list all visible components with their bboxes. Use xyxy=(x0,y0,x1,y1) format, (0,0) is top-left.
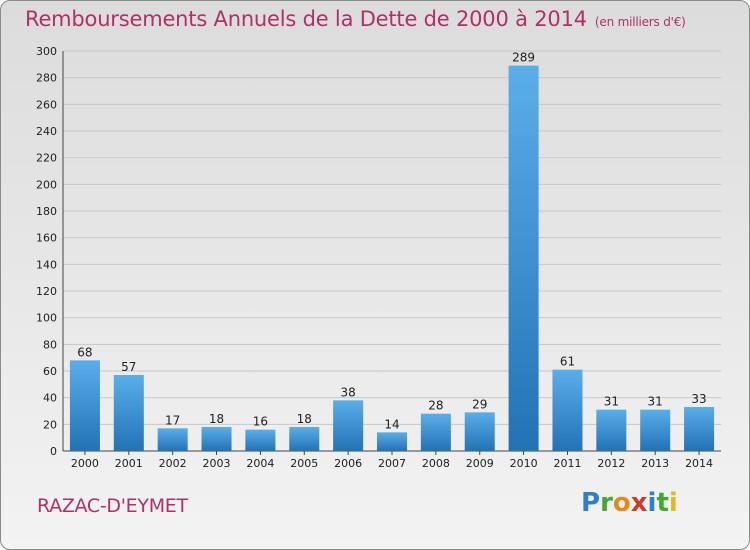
y-tick-label: 140 xyxy=(36,258,57,271)
bar-value-label: 17 xyxy=(165,413,180,427)
x-tick-label: 2014 xyxy=(685,457,713,470)
logo-letter: i xyxy=(647,488,657,518)
title-text: Remboursements Annuels de la Dette de 20… xyxy=(25,7,587,31)
x-tick-label: 2010 xyxy=(510,457,538,470)
bar xyxy=(201,427,232,451)
logo-letter: x xyxy=(630,488,648,518)
bar xyxy=(596,409,627,451)
x-tick-label: 2013 xyxy=(641,457,669,470)
x-tick-label: 2004 xyxy=(246,457,274,470)
y-tick-labels: 0 20 40 60 80 100 120 140 160 180 200 220 240 260 280 3… xyxy=(36,45,57,458)
y-tick-label: 280 xyxy=(36,72,57,85)
y-tick-label: 20 xyxy=(43,418,57,431)
bar xyxy=(684,407,715,451)
y-tick-label: 100 xyxy=(36,312,57,325)
location-name: RAZAC-D'EYMET xyxy=(37,495,188,517)
x-tick-label: 2007 xyxy=(378,457,406,470)
x-tick-label: 2009 xyxy=(466,457,494,470)
data-labels: 68 57 17 18 16 18 38 14 28 29 289 61 31 31 33 xyxy=(77,51,706,432)
y-tick-label: 300 xyxy=(36,45,57,58)
bar-value-label: 18 xyxy=(297,412,312,426)
bar-value-label: 57 xyxy=(121,360,136,374)
bar xyxy=(289,427,320,451)
bar xyxy=(377,432,407,451)
y-tick-label: 200 xyxy=(36,178,57,191)
x-tick-label: 2003 xyxy=(203,457,231,470)
x-tick-label: 2005 xyxy=(290,457,318,470)
y-tick-label: 80 xyxy=(43,338,57,351)
bar-value-label: 289 xyxy=(512,51,535,65)
bar xyxy=(157,428,188,451)
y-tick-label: 160 xyxy=(36,232,57,245)
bar-value-label: 29 xyxy=(472,397,487,411)
chart-title: Remboursements Annuels de la Dette de 20… xyxy=(25,7,686,31)
bar xyxy=(464,412,495,451)
bars xyxy=(69,65,715,452)
bar xyxy=(245,429,276,451)
bar xyxy=(508,65,539,452)
bar-value-label: 68 xyxy=(77,345,92,359)
y-tick-label: 220 xyxy=(36,152,57,165)
bar xyxy=(420,413,451,451)
y-tick-label: 180 xyxy=(36,205,57,218)
axes xyxy=(62,51,721,452)
unit-note: (en milliers d'€) xyxy=(594,15,686,29)
grid-lines xyxy=(63,50,721,452)
y-tick-label: 260 xyxy=(36,98,57,111)
y-tick-label: 120 xyxy=(36,285,57,298)
logo-letter: r xyxy=(600,488,613,518)
bar-value-label: 31 xyxy=(648,395,663,409)
x-tick-label: 2002 xyxy=(159,457,187,470)
x-tick-label: 2011 xyxy=(553,457,581,470)
logo-letter: o xyxy=(612,488,631,518)
bar-value-label: 28 xyxy=(428,399,443,413)
bar-value-label: 18 xyxy=(209,412,224,426)
logo-letter: P xyxy=(581,488,601,518)
logo-letter: i xyxy=(668,488,678,518)
bar-value-label: 33 xyxy=(691,392,706,406)
y-tick-label: 240 xyxy=(36,125,57,138)
x-tick-labels: 2000 2001 2002 2003 2004 2005 2006 2007 2008 2009… xyxy=(71,451,713,470)
bar xyxy=(113,375,144,451)
bar-value-label: 61 xyxy=(560,355,575,369)
x-tick-label: 2000 xyxy=(71,457,99,470)
x-tick-label: 2012 xyxy=(597,457,625,470)
logo-letter: t xyxy=(656,488,669,518)
x-tick-label: 2008 xyxy=(422,457,450,470)
proxiti-logo: Proxiti xyxy=(581,488,678,518)
bar-value-label: 16 xyxy=(253,415,268,429)
bar-value-label: 31 xyxy=(604,395,619,409)
y-tick-label: 0 xyxy=(50,445,57,458)
x-tick-label: 2006 xyxy=(334,457,362,470)
bar xyxy=(333,400,364,451)
x-tick-label: 2001 xyxy=(115,457,143,470)
bar xyxy=(69,360,100,451)
bar xyxy=(552,369,583,451)
bar-value-label: 14 xyxy=(384,417,399,431)
bar-value-label: 38 xyxy=(340,385,355,399)
bar xyxy=(640,409,671,451)
y-tick-label: 40 xyxy=(43,392,57,405)
y-tick-label: 60 xyxy=(43,365,57,378)
